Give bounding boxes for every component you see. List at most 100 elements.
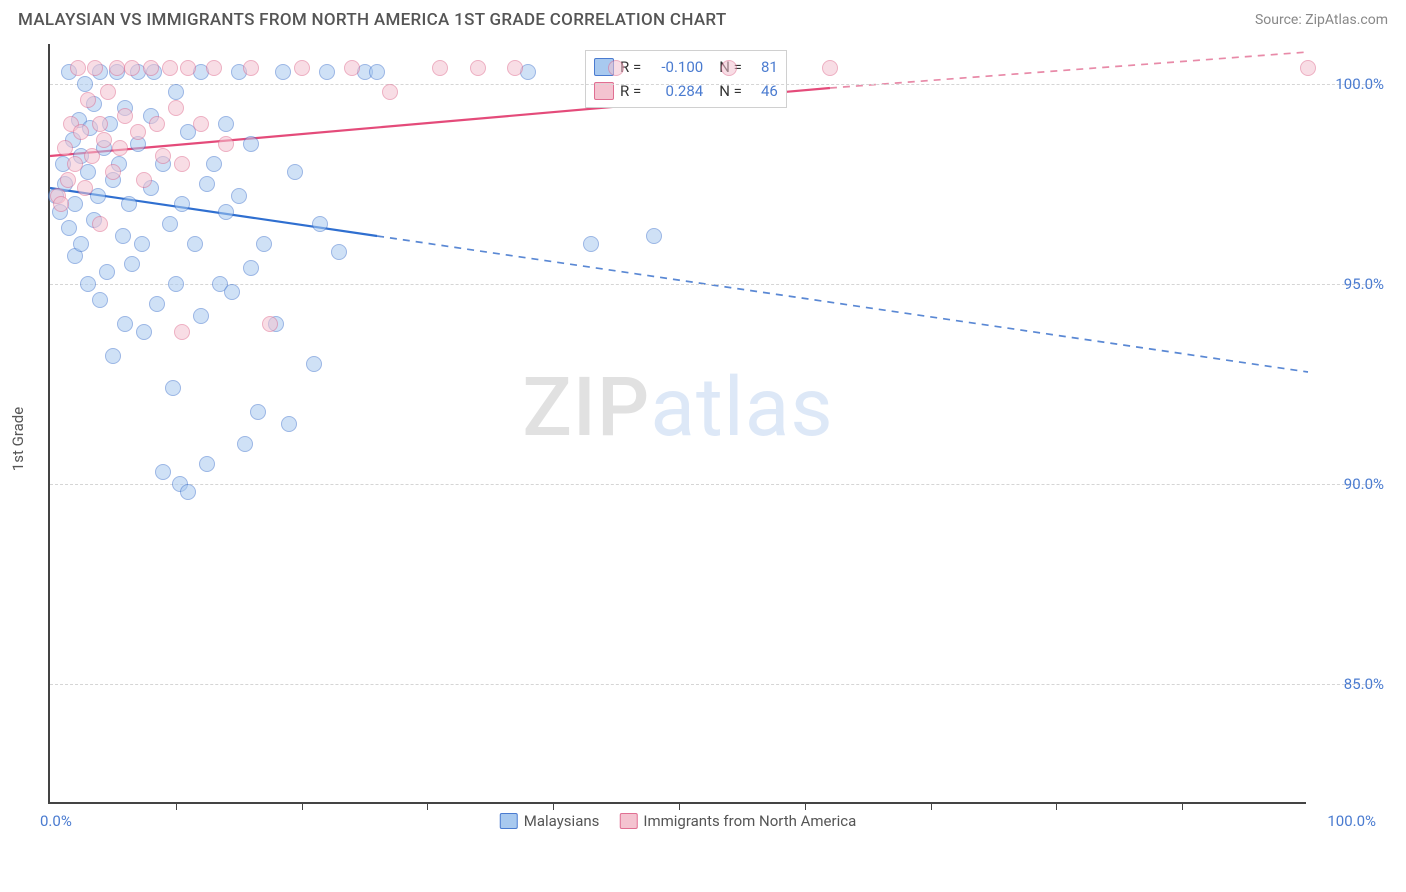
- scatter-point: [369, 64, 385, 80]
- scatter-point: [382, 84, 398, 100]
- scatter-point: [174, 156, 190, 172]
- scatter-point: [53, 196, 69, 212]
- scatter-point: [168, 84, 184, 100]
- scatter-point: [646, 228, 662, 244]
- scatter-point: [77, 180, 93, 196]
- scatter-point: [199, 176, 215, 192]
- scatter-point: [92, 216, 108, 232]
- scatter-point: [218, 116, 234, 132]
- scatter-point: [224, 284, 240, 300]
- scatter-point: [61, 220, 77, 236]
- legend-r-label: R =: [620, 79, 641, 103]
- scatter-point: [165, 380, 181, 396]
- legend-series-label: Malaysians: [524, 812, 600, 830]
- watermark-part2: atlas: [650, 360, 833, 456]
- scatter-point: [344, 60, 360, 76]
- scatter-point: [92, 116, 108, 132]
- scatter-point: [149, 116, 165, 132]
- scatter-point: [180, 484, 196, 500]
- bottom-legend-item: Immigrants from North America: [619, 812, 856, 830]
- scatter-point: [319, 64, 335, 80]
- scatter-point: [187, 236, 203, 252]
- scatter-point: [1300, 60, 1316, 76]
- scatter-point: [218, 136, 234, 152]
- scatter-point: [80, 276, 96, 292]
- scatter-point: [199, 456, 215, 472]
- bottom-legend-item: Malaysians: [500, 812, 600, 830]
- scatter-point: [99, 264, 115, 280]
- scatter-point: [149, 296, 165, 312]
- legend-series-label: Immigrants from North America: [643, 812, 856, 830]
- x-tick: [176, 802, 177, 810]
- scatter-point: [143, 60, 159, 76]
- legend-n-value: 81: [748, 55, 778, 79]
- scatter-point: [134, 236, 150, 252]
- scatter-point: [117, 316, 133, 332]
- scatter-point: [124, 256, 140, 272]
- scatter-point: [193, 308, 209, 324]
- y-axis-label: 1st Grade: [9, 407, 27, 471]
- y-tick-label: 100.0%: [1314, 75, 1384, 93]
- scatter-point: [84, 148, 100, 164]
- scatter-point: [231, 188, 247, 204]
- scatter-point: [105, 348, 121, 364]
- scatter-point: [174, 196, 190, 212]
- scatter-point: [117, 108, 133, 124]
- scatter-point: [470, 60, 486, 76]
- stats-legend-row: R = 0.284 N = 46: [594, 79, 778, 103]
- scatter-point: [105, 164, 121, 180]
- scatter-point: [281, 416, 297, 432]
- scatter-point: [87, 60, 103, 76]
- scatter-point: [92, 292, 108, 308]
- scatter-point: [155, 464, 171, 480]
- scatter-point: [243, 260, 259, 276]
- scatter-point: [67, 156, 83, 172]
- legend-swatch: [500, 813, 518, 829]
- legend-n-value: 46: [748, 79, 778, 103]
- scatter-point: [237, 436, 253, 452]
- scatter-point: [287, 164, 303, 180]
- scatter-point: [162, 60, 178, 76]
- scatter-point: [206, 156, 222, 172]
- x-tick: [805, 802, 806, 810]
- scatter-point: [100, 84, 116, 100]
- legend-swatch: [619, 813, 637, 829]
- scatter-point: [124, 60, 140, 76]
- scatter-point: [294, 60, 310, 76]
- scatter-point: [162, 216, 178, 232]
- scatter-point: [73, 124, 89, 140]
- scatter-point: [275, 64, 291, 80]
- scatter-point: [608, 60, 624, 76]
- scatter-point: [256, 236, 272, 252]
- x-tick: [679, 802, 680, 810]
- scatter-point: [60, 172, 76, 188]
- scatter-point: [250, 404, 266, 420]
- source-label: Source: ZipAtlas.com: [1255, 12, 1388, 28]
- watermark: ZIPatlas: [522, 360, 833, 456]
- scatter-point: [206, 60, 222, 76]
- scatter-point: [262, 316, 278, 332]
- scatter-point: [73, 236, 89, 252]
- scatter-point: [96, 132, 112, 148]
- scatter-point: [218, 204, 234, 220]
- legend-n-label: N =: [719, 79, 742, 103]
- gridline-horizontal: [50, 484, 1380, 485]
- legend-r-value: 0.284: [647, 79, 703, 103]
- scatter-point: [721, 60, 737, 76]
- scatter-point: [331, 244, 347, 260]
- scatter-point: [130, 124, 146, 140]
- stats-legend-box: R = -0.100 N = 81R = 0.284 N = 46: [585, 50, 787, 108]
- scatter-point: [109, 60, 125, 76]
- scatter-point: [67, 196, 83, 212]
- x-axis-min-label: 0.0%: [40, 812, 72, 830]
- scatter-point: [822, 60, 838, 76]
- scatter-point: [432, 60, 448, 76]
- plot-area: ZIPatlas 0.0% 100.0% MalaysiansImmigrant…: [48, 44, 1306, 804]
- scatter-point: [57, 140, 73, 156]
- scatter-point: [121, 196, 137, 212]
- scatter-point: [136, 172, 152, 188]
- page-title: MALAYSIAN VS IMMIGRANTS FROM NORTH AMERI…: [18, 10, 727, 30]
- legend-r-value: -0.100: [647, 55, 703, 79]
- scatter-point: [312, 216, 328, 232]
- scatter-point: [155, 148, 171, 164]
